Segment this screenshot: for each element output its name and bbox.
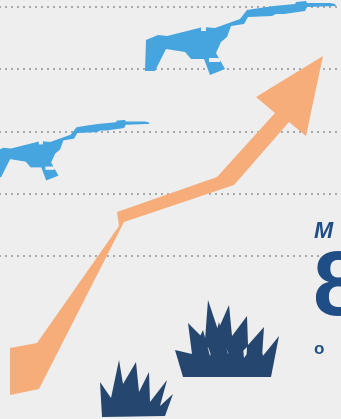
rifle-icon	[145, 1, 336, 75]
headline-fragment-middle: 8	[313, 233, 341, 335]
rifle-icon	[0, 119, 150, 181]
headline-fragment-bottom: o	[314, 339, 325, 358]
burst-icon	[100, 300, 279, 417]
upward-trend-arrow-icon	[10, 56, 323, 395]
headline-fragment-top: M	[314, 217, 334, 243]
